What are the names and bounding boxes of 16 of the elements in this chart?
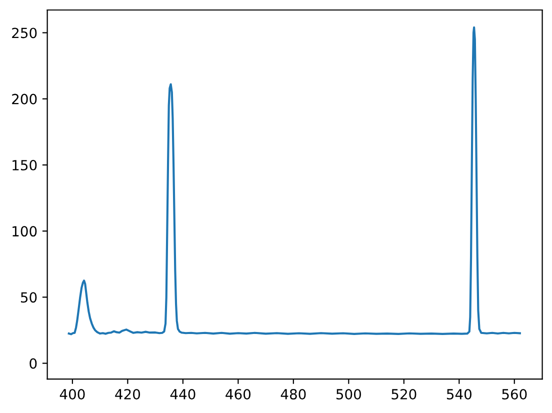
y-tick-label: 0 — [30, 358, 37, 369]
x-tick-label: 560 — [502, 388, 527, 400]
y-tick-label: 50 — [20, 292, 37, 303]
line-series — [68, 26, 521, 336]
x-tick-label: 480 — [280, 388, 306, 400]
x-tick-label: 500 — [336, 388, 361, 400]
x-tick-label: 520 — [392, 388, 416, 400]
y-tick-label: 200 — [12, 94, 37, 104]
x-tick-label: 420 — [115, 388, 140, 400]
x-tick-label: 440 — [170, 388, 196, 400]
x-tick-label: 540 — [446, 388, 472, 400]
y-tick-label: 250 — [12, 28, 37, 38]
x-tick-label: 400 — [60, 388, 85, 400]
y-tick-label: 100 — [12, 226, 37, 237]
x-tick-label: 460 — [226, 388, 251, 400]
y-tick-label: 150 — [12, 160, 37, 170]
